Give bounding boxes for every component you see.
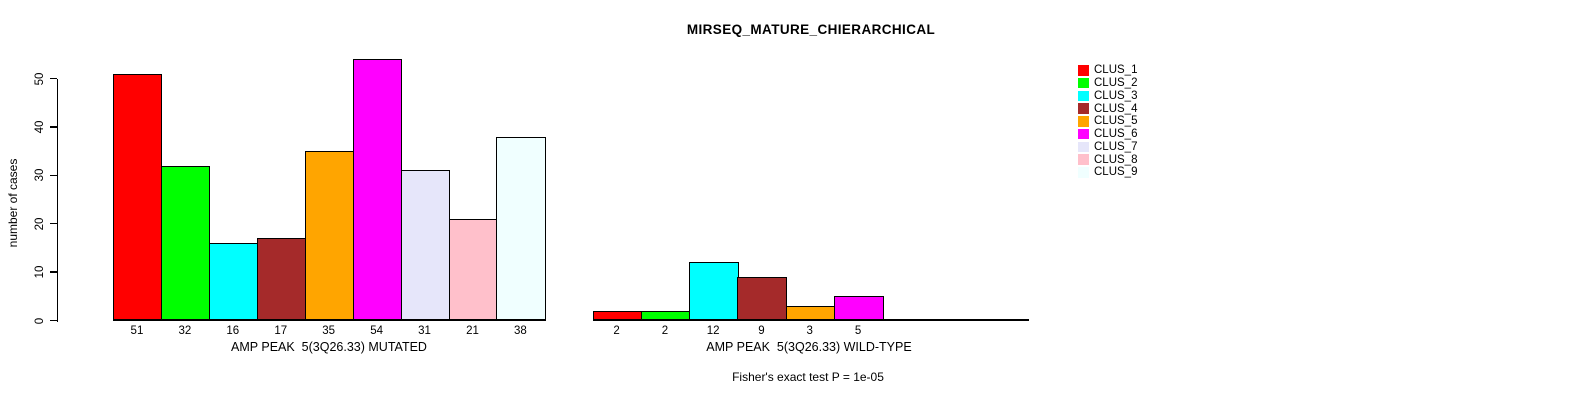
- y-axis-tick: [49, 174, 57, 177]
- legend-swatch-clus_6: [1078, 128, 1089, 140]
- bar-value-label: 21: [466, 325, 479, 337]
- bar-clus_8: [448, 218, 498, 321]
- y-axis-tick-label: 0: [34, 317, 46, 324]
- bar-clus_2: [160, 165, 211, 321]
- bar-value-label: 38: [513, 325, 527, 337]
- legend-item-label: CLUS_8: [1094, 153, 1138, 166]
- bar-value-label: 2: [613, 325, 620, 337]
- legend-item-label: CLUS_4: [1094, 102, 1138, 115]
- fisher-test-caption: Fisher's exact test P = 1e-05: [732, 370, 884, 384]
- y-axis-tick-label: 50: [34, 72, 46, 85]
- bar-value-label: 32: [178, 325, 192, 337]
- y-axis-tick-label: 40: [34, 120, 46, 134]
- bar-clus_3: [208, 243, 259, 321]
- y-axis-tick: [49, 126, 57, 128]
- bar-clus_6: [833, 296, 884, 321]
- bar-clus_4: [256, 238, 307, 321]
- bar-clus_9: [496, 136, 546, 321]
- y-axis-tick: [49, 222, 57, 225]
- bar-clus_5: [785, 305, 836, 321]
- bar-clus_3: [689, 262, 739, 321]
- y-axis-tick-label: 30: [34, 168, 46, 182]
- y-axis-tick-label: 10: [34, 265, 46, 279]
- bar-value-label: 9: [758, 325, 765, 337]
- bar-value-label: 16: [226, 325, 240, 337]
- legend-swatch-clus_1: [1078, 65, 1089, 76]
- bar-value-label: 2: [661, 325, 669, 337]
- bar-clus_1: [113, 73, 163, 321]
- legend-item-label: CLUS_3: [1094, 89, 1138, 102]
- legend-swatch-clus_5: [1078, 116, 1089, 127]
- legend-swatch-clus_9: [1078, 167, 1089, 178]
- legend-swatch-clus_8: [1078, 154, 1089, 165]
- legend-swatch-clus_7: [1078, 141, 1089, 152]
- bar-clus_6: [352, 59, 403, 321]
- bar-value-label: 5: [854, 325, 862, 337]
- x-axis-label-wildtype: AMP PEAK 5(3Q26.33) WILD-TYPE: [706, 340, 912, 354]
- bar-clus_7: [400, 170, 450, 321]
- y-axis-tick: [49, 271, 57, 273]
- y-axis-line: [56, 78, 58, 322]
- bar-value-label: 31: [418, 325, 431, 337]
- bar-value-label: 17: [274, 325, 288, 337]
- legend-swatch-clus_4: [1078, 103, 1089, 114]
- legend-swatch-clus_2: [1078, 77, 1089, 89]
- x-axis-label-mutated: AMP PEAK 5(3Q26.33) MUTATED: [231, 340, 427, 354]
- y-axis-label: number of cases: [6, 158, 20, 248]
- y-axis-tick: [49, 319, 57, 322]
- y-axis-tick: [49, 77, 57, 80]
- legend-swatch-clus_3: [1078, 90, 1089, 101]
- legend-item-label: CLUS_6: [1094, 128, 1138, 140]
- legend-item-label: CLUS_1: [1094, 64, 1138, 77]
- bar-value-label: 3: [806, 325, 813, 337]
- bar-clus_2: [640, 310, 691, 321]
- bar-value-label: 12: [706, 325, 720, 337]
- bar-value-label: 54: [370, 325, 384, 337]
- legend-item-label: CLUS_7: [1094, 140, 1138, 153]
- chart-title: MIRSEQ_MATURE_CHIERARCHICAL: [686, 22, 936, 37]
- bar-clus_4: [737, 276, 788, 321]
- legend-item-label: CLUS_5: [1094, 115, 1138, 128]
- bar-value-label: 35: [322, 325, 336, 337]
- legend-item-label: CLUS_2: [1094, 77, 1138, 89]
- bar-clus_1: [592, 310, 643, 321]
- bar-clus_5: [304, 151, 355, 321]
- bar-value-label: 51: [130, 325, 144, 337]
- legend-item-label: CLUS_9: [1094, 166, 1138, 179]
- y-axis-tick-label: 20: [34, 217, 46, 231]
